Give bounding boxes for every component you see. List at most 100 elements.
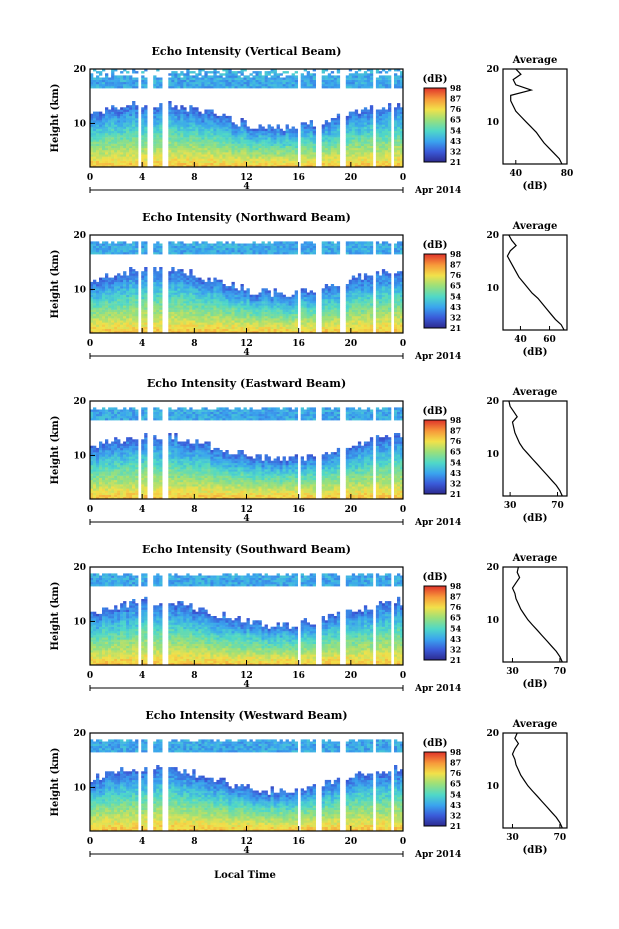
heatmap-cell	[114, 113, 118, 117]
heatmap-cell	[210, 245, 214, 249]
heatmap-cell	[321, 156, 325, 159]
heatmap-cell	[195, 243, 199, 246]
heatmap-cell	[126, 150, 130, 153]
heatmap-cell	[156, 130, 160, 134]
heatmap-cell	[207, 147, 211, 151]
heatmap-cell	[96, 135, 100, 138]
heatmap-cell	[351, 75, 356, 78]
heatmap-cell	[171, 275, 175, 278]
heatmap-cell	[171, 77, 175, 80]
heatmap-cell	[255, 73, 259, 76]
heatmap-cell	[400, 118, 404, 121]
heatmap-cell	[309, 143, 313, 146]
heatmap-cell	[180, 247, 184, 251]
heatmap-cell	[195, 152, 199, 155]
heatmap-cell	[228, 73, 232, 76]
heatmap-cell	[321, 71, 325, 74]
heatmap-cell	[180, 115, 184, 119]
heatmap-cell	[90, 75, 94, 78]
heatmap-cell	[114, 245, 118, 249]
heatmap-cell	[273, 147, 277, 151]
heatmap-cell	[258, 135, 262, 138]
heatmap-cell	[246, 324, 250, 327]
heatmap-cell	[237, 245, 241, 249]
heatmap-cell	[291, 77, 295, 80]
heatmap-cell	[300, 292, 304, 295]
heatmap-cell	[201, 120, 205, 123]
heatmap-cell	[294, 150, 298, 153]
heatmap-cell	[300, 320, 304, 323]
heatmap-cell	[324, 69, 329, 72]
heatmap-cell	[378, 122, 383, 125]
heatmap-cell	[189, 284, 193, 287]
heatmap-cell	[210, 281, 214, 285]
heatmap-cell	[114, 156, 118, 159]
heatmap-cell	[168, 130, 172, 134]
heatmap-cell	[234, 75, 238, 78]
heatmap-cell	[168, 249, 172, 253]
heatmap-cell	[111, 75, 115, 78]
heatmap-cell	[174, 277, 178, 280]
heatmap-cell	[108, 324, 112, 327]
heatmap-cell	[186, 245, 190, 249]
heatmap-cell	[117, 292, 121, 295]
heatmap-cell	[363, 150, 368, 153]
heatmap-cell	[279, 249, 283, 253]
heatmap-cell	[177, 137, 181, 140]
heatmap-cell	[300, 288, 304, 291]
heatmap-cell	[189, 130, 193, 134]
heatmap-cell	[123, 109, 127, 112]
heatmap-cell	[345, 156, 350, 159]
heatmap-cell	[288, 309, 292, 312]
heatmap-cell	[105, 107, 109, 110]
heatmap-cell	[117, 247, 121, 251]
heatmap-cell	[105, 330, 109, 334]
heatmap-cell	[375, 147, 380, 151]
heatmap-cell	[270, 86, 274, 89]
heatmap-cell	[288, 75, 292, 78]
heatmap-cell	[126, 243, 130, 246]
heatmap-cell	[243, 135, 247, 138]
heatmap-cell	[246, 318, 250, 321]
heatmap-cell	[276, 309, 280, 312]
heatmap-cell	[270, 143, 274, 146]
heatmap-cell	[369, 126, 374, 129]
heatmap-cell	[120, 86, 124, 89]
heatmap-cell	[378, 77, 383, 80]
heatmap-cell	[309, 154, 313, 157]
heatmap-cell	[177, 294, 181, 298]
heatmap-cell	[123, 311, 127, 315]
heatmap-cell	[384, 79, 389, 83]
heatmap-cell	[123, 245, 127, 249]
heatmap-cell	[159, 249, 163, 253]
heatmap-cell	[195, 141, 199, 144]
heatmap-cell	[267, 150, 271, 153]
heatmap-cell	[357, 158, 362, 161]
heatmap-cell	[114, 79, 118, 83]
heatmap-cell	[303, 160, 307, 163]
heatmap-cell	[120, 328, 124, 332]
heatmap-cell	[225, 132, 229, 136]
heatmap-cell	[312, 135, 316, 138]
heatmap-cell	[294, 135, 298, 138]
heatmap-cell	[135, 275, 139, 278]
heatmap-cell	[360, 81, 365, 85]
heatmap-cell	[219, 73, 223, 76]
heatmap-cell	[258, 154, 262, 157]
heatmap-cell	[153, 252, 157, 255]
heatmap-cell	[240, 298, 244, 302]
heatmap-cell	[156, 145, 160, 149]
heatmap-cell	[222, 83, 226, 87]
heatmap-cell	[279, 130, 283, 134]
heatmap-cell	[111, 328, 115, 332]
heatmap-cell	[195, 109, 199, 112]
heatmap-cell	[276, 292, 280, 295]
heatmap-cell	[105, 109, 109, 112]
heatmap-cell	[156, 275, 160, 278]
heatmap-cell	[255, 75, 259, 78]
heatmap-cell	[261, 75, 265, 78]
heatmap-cell	[225, 160, 229, 163]
heatmap-cell	[189, 243, 193, 246]
heatmap-cell	[153, 79, 157, 83]
heatmap-cell	[96, 241, 100, 244]
